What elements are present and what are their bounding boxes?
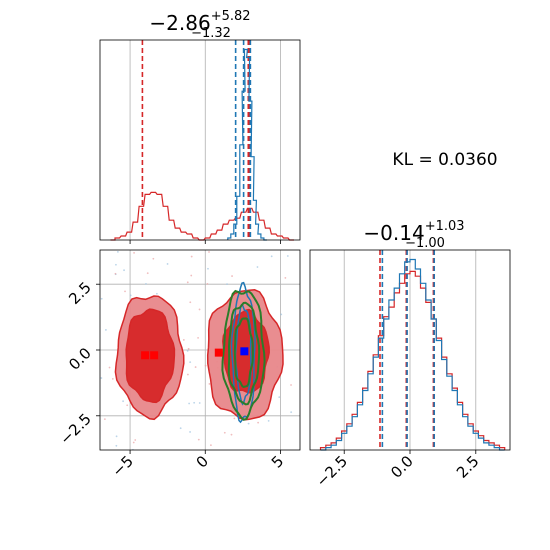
sample-point	[193, 401, 196, 404]
sample-point	[204, 364, 207, 367]
sample-point	[206, 282, 209, 285]
sample-point	[146, 272, 149, 275]
x-tick-label: 0	[193, 452, 212, 471]
marginal-histogram-x	[99, 39, 301, 244]
sample-point	[286, 255, 289, 257]
histogram-step-series-0	[319, 270, 506, 450]
sample-point	[187, 373, 189, 376]
sample-point	[179, 427, 182, 430]
sample-point	[284, 277, 287, 279]
x-tick-label: 0.0	[387, 452, 417, 482]
sample-point	[133, 251, 135, 254]
sample-point	[152, 257, 155, 260]
title-upper-error: +5.82	[211, 9, 251, 24]
sample-point	[233, 417, 236, 420]
sample-point	[115, 263, 117, 266]
sample-point	[186, 281, 189, 284]
sample-point	[290, 411, 293, 414]
sample-point	[278, 396, 281, 399]
y-tick-label: 2.5	[65, 278, 95, 308]
density-contour-8	[233, 317, 254, 388]
sample-point	[231, 275, 233, 277]
sample-point	[197, 438, 200, 441]
sample-point	[132, 441, 135, 444]
sample-point	[100, 297, 103, 300]
sample-point	[198, 308, 201, 311]
sample-point	[166, 263, 169, 265]
sample-point	[100, 377, 103, 379]
sample-point	[226, 283, 228, 285]
sample-point	[190, 274, 193, 277]
sample-point	[189, 361, 192, 364]
sample-point	[115, 435, 118, 438]
sample-point	[122, 400, 124, 403]
density-contour-7	[227, 301, 261, 406]
histogram-step-series-0	[110, 191, 294, 241]
sample-point	[186, 349, 189, 352]
title-upper-error: +1.03	[425, 219, 465, 234]
sample-point	[111, 377, 114, 380]
sample-point	[114, 272, 117, 275]
joint-scatter-contour: −5 0 5 −2.5 0.0 2.5	[56, 249, 301, 480]
sample-point	[197, 336, 199, 339]
sample-point	[155, 292, 158, 295]
median-marker-0	[141, 351, 150, 360]
sample-point	[134, 439, 137, 441]
sample-point	[105, 329, 107, 331]
kl-divergence-label: KL = 0.0360	[392, 150, 497, 170]
sample-point	[103, 418, 106, 421]
sample-point	[115, 444, 118, 447]
sample-point	[124, 290, 126, 293]
sample-point	[267, 419, 270, 422]
sample-point	[208, 251, 210, 253]
sample-point	[210, 444, 212, 447]
sample-point	[280, 313, 283, 316]
title-lower-error: −1.00	[405, 236, 445, 251]
sample-point	[290, 384, 292, 386]
title-median-value: −2.86	[149, 11, 210, 35]
median-marker-2	[214, 348, 223, 357]
sample-point	[116, 250, 119, 253]
sample-point	[190, 255, 193, 258]
title-y-median: −0.14+1.03 −1.00	[363, 219, 464, 251]
y-tick-label: −2.5	[56, 410, 94, 448]
sample-point	[257, 421, 260, 424]
x-tick-label: 2.5	[453, 452, 483, 482]
sample-point	[189, 301, 192, 304]
x-tick-label: −5	[109, 452, 137, 480]
sample-point	[256, 266, 259, 268]
sample-point	[230, 433, 233, 436]
sample-point	[223, 431, 226, 434]
histogram-step-series-1	[227, 48, 267, 241]
sample-point	[126, 404, 129, 407]
sample-point	[270, 255, 273, 258]
x-tick-label: 5	[268, 452, 287, 471]
title-x-median: −2.86+5.82 −1.32	[149, 9, 250, 41]
density-contour-6	[221, 289, 266, 421]
sample-point	[129, 294, 132, 297]
sample-point	[207, 267, 209, 270]
sample-point	[108, 366, 111, 369]
sample-point	[145, 282, 147, 285]
sample-point	[208, 383, 211, 385]
histogram-step-series-1	[320, 258, 505, 451]
sample-point	[123, 269, 125, 272]
marginal-histogram-y: −2.5 0.0 2.5	[309, 249, 511, 491]
sample-point	[247, 422, 250, 425]
sample-point	[188, 402, 191, 405]
y-tick-label: 0.0	[65, 344, 95, 374]
title-lower-error: −1.32	[191, 26, 231, 41]
sample-point	[182, 339, 185, 341]
sample-point	[187, 347, 190, 350]
x-tick-label: −2.5	[313, 452, 351, 490]
sample-point	[189, 431, 191, 433]
sample-point	[194, 366, 197, 368]
median-marker-3	[240, 347, 249, 356]
title-median-value: −0.14	[363, 221, 424, 245]
sample-point	[198, 402, 201, 404]
median-marker-1	[150, 351, 159, 360]
